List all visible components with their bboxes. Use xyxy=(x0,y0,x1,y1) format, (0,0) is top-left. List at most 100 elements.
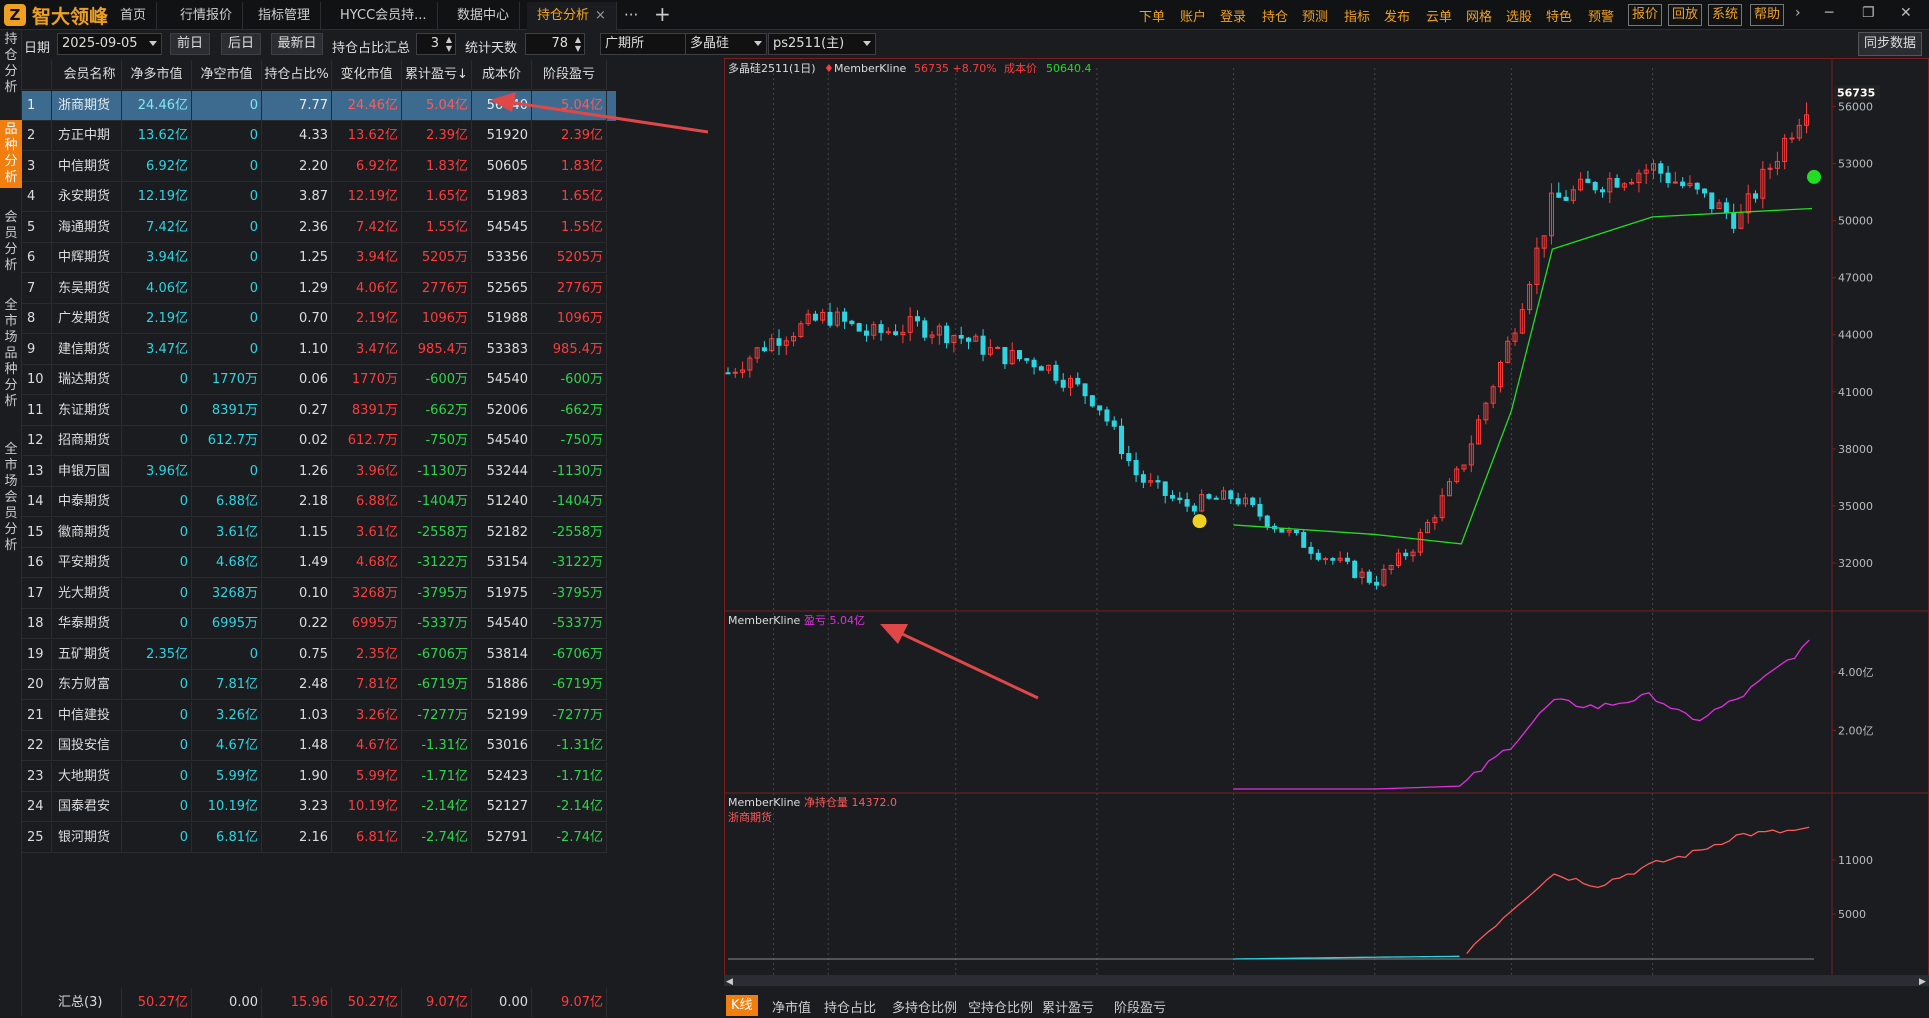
kline-chart[interactable]: 020304050607082025-01-103200035000380004… xyxy=(724,58,1929,989)
table-row[interactable]: 23 大地期货 0 5.99亿 1.90 5.99亿 -1.71亿 52423 -1.71亿 xyxy=(22,761,616,792)
top-button-1[interactable]: 回放 xyxy=(1668,4,1703,26)
tab-4[interactable]: 数据中心 xyxy=(447,2,521,30)
table-row[interactable]: 18 华泰期货 0 6995万 0.22 6995万 -5337万 54540 -5337万 xyxy=(22,609,616,639)
bottom-tab-3[interactable]: 多持仓比例 xyxy=(892,1001,958,1016)
top-button-0[interactable]: 报价 xyxy=(1628,4,1663,26)
stepper-arrows-icon[interactable]: ▲ ▼ xyxy=(574,35,581,53)
close-tab-icon[interactable]: × xyxy=(595,8,606,23)
table-row[interactable]: 8 广发期货 2.19亿 0 0.70 2.19亿 1096万 51988 1096万 xyxy=(22,304,616,334)
tab-0[interactable]: 首页 xyxy=(110,2,158,30)
menu-item-7[interactable]: 云单 xyxy=(1426,10,1453,25)
summary-cell: 9.07亿 xyxy=(532,988,607,1018)
bottom-tab-0[interactable]: K线 xyxy=(726,995,758,1016)
table-cell: -2.14亿 xyxy=(532,792,607,822)
table-cell: 瑞达期货 xyxy=(52,365,122,395)
contract-select[interactable]: ps2511(主) xyxy=(768,33,876,55)
table-row[interactable]: 3 中信期货 6.92亿 0 2.20 6.92亿 1.83亿 50605 1.83亿 xyxy=(22,151,616,182)
menu-item-0[interactable]: 下单 xyxy=(1139,10,1166,25)
table-row[interactable]: 25 银河期货 0 6.81亿 2.16 6.81亿 -2.74亿 52791 -2.74亿 xyxy=(22,822,616,853)
table-cell: 1.83亿 xyxy=(402,151,472,182)
table-row[interactable]: 17 光大期货 0 3268万 0.10 3268万 -3795万 51975 -3795万 xyxy=(22,578,616,609)
bottom-tab-5[interactable]: 累计盈亏 xyxy=(1042,1001,1095,1016)
latest-day-button[interactable]: 最新日 xyxy=(271,33,323,55)
candle-body xyxy=(834,311,840,326)
table-row[interactable]: 20 东方财富 0 7.81亿 2.48 7.81亿 -6719万 51886 -6719万 xyxy=(22,670,616,700)
tab-5[interactable]: 持仓分析 × xyxy=(527,2,617,30)
column-header[interactable]: 会员名称 xyxy=(52,60,122,90)
table-row[interactable]: 2 方正中期 13.62亿 0 4.33 13.62亿 2.39亿 51920 2.39亿 xyxy=(22,121,616,151)
table-row[interactable]: 12 招商期货 0 612.7万 0.02 612.7万 -750万 54540 -750万 xyxy=(22,426,616,456)
table-cell: 24.46亿 xyxy=(122,90,192,121)
close-icon[interactable]: ✕ xyxy=(1900,5,1912,21)
chart-area[interactable]: 020304050607082025-01-103200035000380004… xyxy=(724,58,1929,989)
bottom-tab-2[interactable]: 持仓占比 xyxy=(824,1001,877,1016)
table-row[interactable]: 6 中辉期货 3.94亿 0 1.25 3.94亿 5205万 53356 5205万 xyxy=(22,243,616,273)
restore-icon[interactable]: ❐ xyxy=(1862,5,1875,21)
column-header[interactable]: 净空市值 xyxy=(192,60,262,90)
menu-item-8[interactable]: 网格 xyxy=(1466,10,1493,25)
side-nav-item-1[interactable]: 品种分析 xyxy=(0,120,22,188)
add-tab-icon[interactable]: + xyxy=(654,2,671,26)
side-nav-item-0[interactable]: 持仓分析 xyxy=(4,32,18,95)
menu-item-10[interactable]: 特色 xyxy=(1546,10,1573,25)
chevron-right-icon[interactable]: › xyxy=(1795,5,1801,21)
sync-data-button[interactable]: 同步数据 xyxy=(1858,32,1923,56)
tab-1[interactable]: 行情报价 xyxy=(170,2,244,30)
menu-item-1[interactable]: 账户 xyxy=(1180,10,1207,25)
menu-item-3[interactable]: 持仓 xyxy=(1262,10,1289,25)
column-header[interactable]: 持仓占比% xyxy=(262,60,332,90)
table-row[interactable]: 11 东证期货 0 8391万 0.27 8391万 -662万 52006 -662万 xyxy=(22,395,616,426)
column-header[interactable]: 变化市值 xyxy=(332,60,402,90)
top-button-3[interactable]: 帮助 xyxy=(1750,4,1785,26)
table-row[interactable]: 24 国泰君安 0 10.19亿 3.23 10.19亿 -2.14亿 52127 -2.14亿 xyxy=(22,792,616,822)
table-row[interactable]: 16 平安期货 0 4.68亿 1.49 4.68亿 -3122万 53154 -3122万 xyxy=(22,548,616,578)
side-nav-item-4[interactable]: 全市场会员分析 xyxy=(4,442,18,553)
side-nav-item-2[interactable]: 会员分析 xyxy=(4,210,18,273)
bottom-tab-6[interactable]: 阶段盈亏 xyxy=(1114,1001,1167,1016)
scroll-right-icon[interactable]: ▶ xyxy=(1919,977,1926,987)
column-header[interactable]: 净多市值 xyxy=(122,60,192,90)
table-row[interactable]: 9 建信期货 3.47亿 0 1.10 3.47亿 985.4万 53383 985.4万 xyxy=(22,334,616,365)
top-button-2[interactable]: 系统 xyxy=(1708,4,1743,26)
minimize-icon[interactable]: ─ xyxy=(1825,5,1834,21)
table-row[interactable]: 19 五矿期货 2.35亿 0 0.75 2.35亿 -6706万 53814 -6706万 xyxy=(22,639,616,670)
tab-2[interactable]: 指标管理 xyxy=(248,2,322,30)
column-header[interactable]: 阶段盈亏 xyxy=(532,60,607,90)
next-day-button[interactable]: 后日 xyxy=(221,33,261,55)
days-stepper[interactable]: 78 ▲ ▼ xyxy=(525,33,585,55)
table-row[interactable]: 1 浙商期货 24.46亿 0 7.77 24.46亿 5.04亿 56640 5.04亿 xyxy=(22,90,616,121)
tab-3[interactable]: HYCC会员持... xyxy=(330,2,438,30)
table-row[interactable]: 13 申银万国 3.96亿 0 1.26 3.96亿 -1130万 53244 -1130万 xyxy=(22,456,616,487)
ratio-stepper[interactable]: 3 ▲ ▼ xyxy=(416,33,456,55)
menu-item-4[interactable]: 预测 xyxy=(1302,10,1329,25)
menu-item-2[interactable]: 登录 xyxy=(1220,10,1247,25)
column-header[interactable] xyxy=(22,60,52,90)
stepper-arrows-icon[interactable]: ▲ ▼ xyxy=(445,35,452,53)
table-row[interactable]: 4 永安期货 12.19亿 0 3.87 12.19亿 1.65亿 51983 1.65亿 xyxy=(22,182,616,212)
chart-scrollbar[interactable] xyxy=(724,975,1929,986)
side-nav-item-3[interactable]: 全市场品种分析 xyxy=(4,298,18,409)
table-row[interactable]: 21 中信建投 0 3.26亿 1.03 3.26亿 -7277万 52199 -7277万 xyxy=(22,700,616,731)
more-tabs-icon[interactable]: ··· xyxy=(624,6,639,24)
prev-day-button[interactable]: 前日 xyxy=(170,33,210,55)
scroll-left-icon[interactable]: ◀ xyxy=(726,977,733,987)
product-select[interactable]: 多晶硅 xyxy=(685,33,767,55)
column-header[interactable]: 成本价 xyxy=(472,60,532,90)
table-row[interactable]: 22 国投安信 0 4.67亿 1.48 4.67亿 -1.31亿 53016 -1.31亿 xyxy=(22,731,616,761)
table-row[interactable]: 10 瑞达期货 0 1770万 0.06 1770万 -600万 54540 -600万 xyxy=(22,365,616,395)
menu-item-6[interactable]: 发布 xyxy=(1384,10,1411,25)
candle-body xyxy=(1068,377,1074,388)
bottom-tab-4[interactable]: 空持仓比例 xyxy=(968,1001,1034,1016)
table-row[interactable]: 14 中泰期货 0 6.88亿 2.18 6.88亿 -1404万 51240 -1404万 xyxy=(22,487,616,517)
bottom-tab-1[interactable]: 净市值 xyxy=(772,1001,812,1016)
date-picker[interactable]: 2025-09-05 xyxy=(57,33,162,55)
table-cell: 51983 xyxy=(472,182,532,212)
menu-item-9[interactable]: 选股 xyxy=(1506,10,1533,25)
table-row[interactable]: 5 海通期货 7.42亿 0 2.36 7.42亿 1.55亿 54545 1.55亿 xyxy=(22,212,616,243)
menu-item-11[interactable]: 预警 xyxy=(1588,10,1615,25)
menu-item-5[interactable]: 指标 xyxy=(1344,10,1371,25)
candle-body xyxy=(1439,495,1445,519)
table-row[interactable]: 7 东吴期货 4.06亿 0 1.29 4.06亿 2776万 52565 2776万 xyxy=(22,273,616,304)
table-row[interactable]: 15 徽商期货 0 3.61亿 1.15 3.61亿 -2558万 52182 -2558万 xyxy=(22,517,616,548)
column-header[interactable]: 累计盈亏↓ xyxy=(402,60,472,90)
